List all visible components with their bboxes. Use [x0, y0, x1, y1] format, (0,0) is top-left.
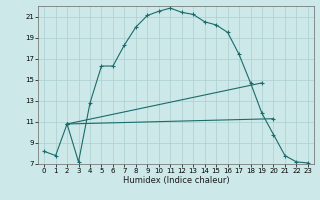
X-axis label: Humidex (Indice chaleur): Humidex (Indice chaleur) [123, 176, 229, 185]
